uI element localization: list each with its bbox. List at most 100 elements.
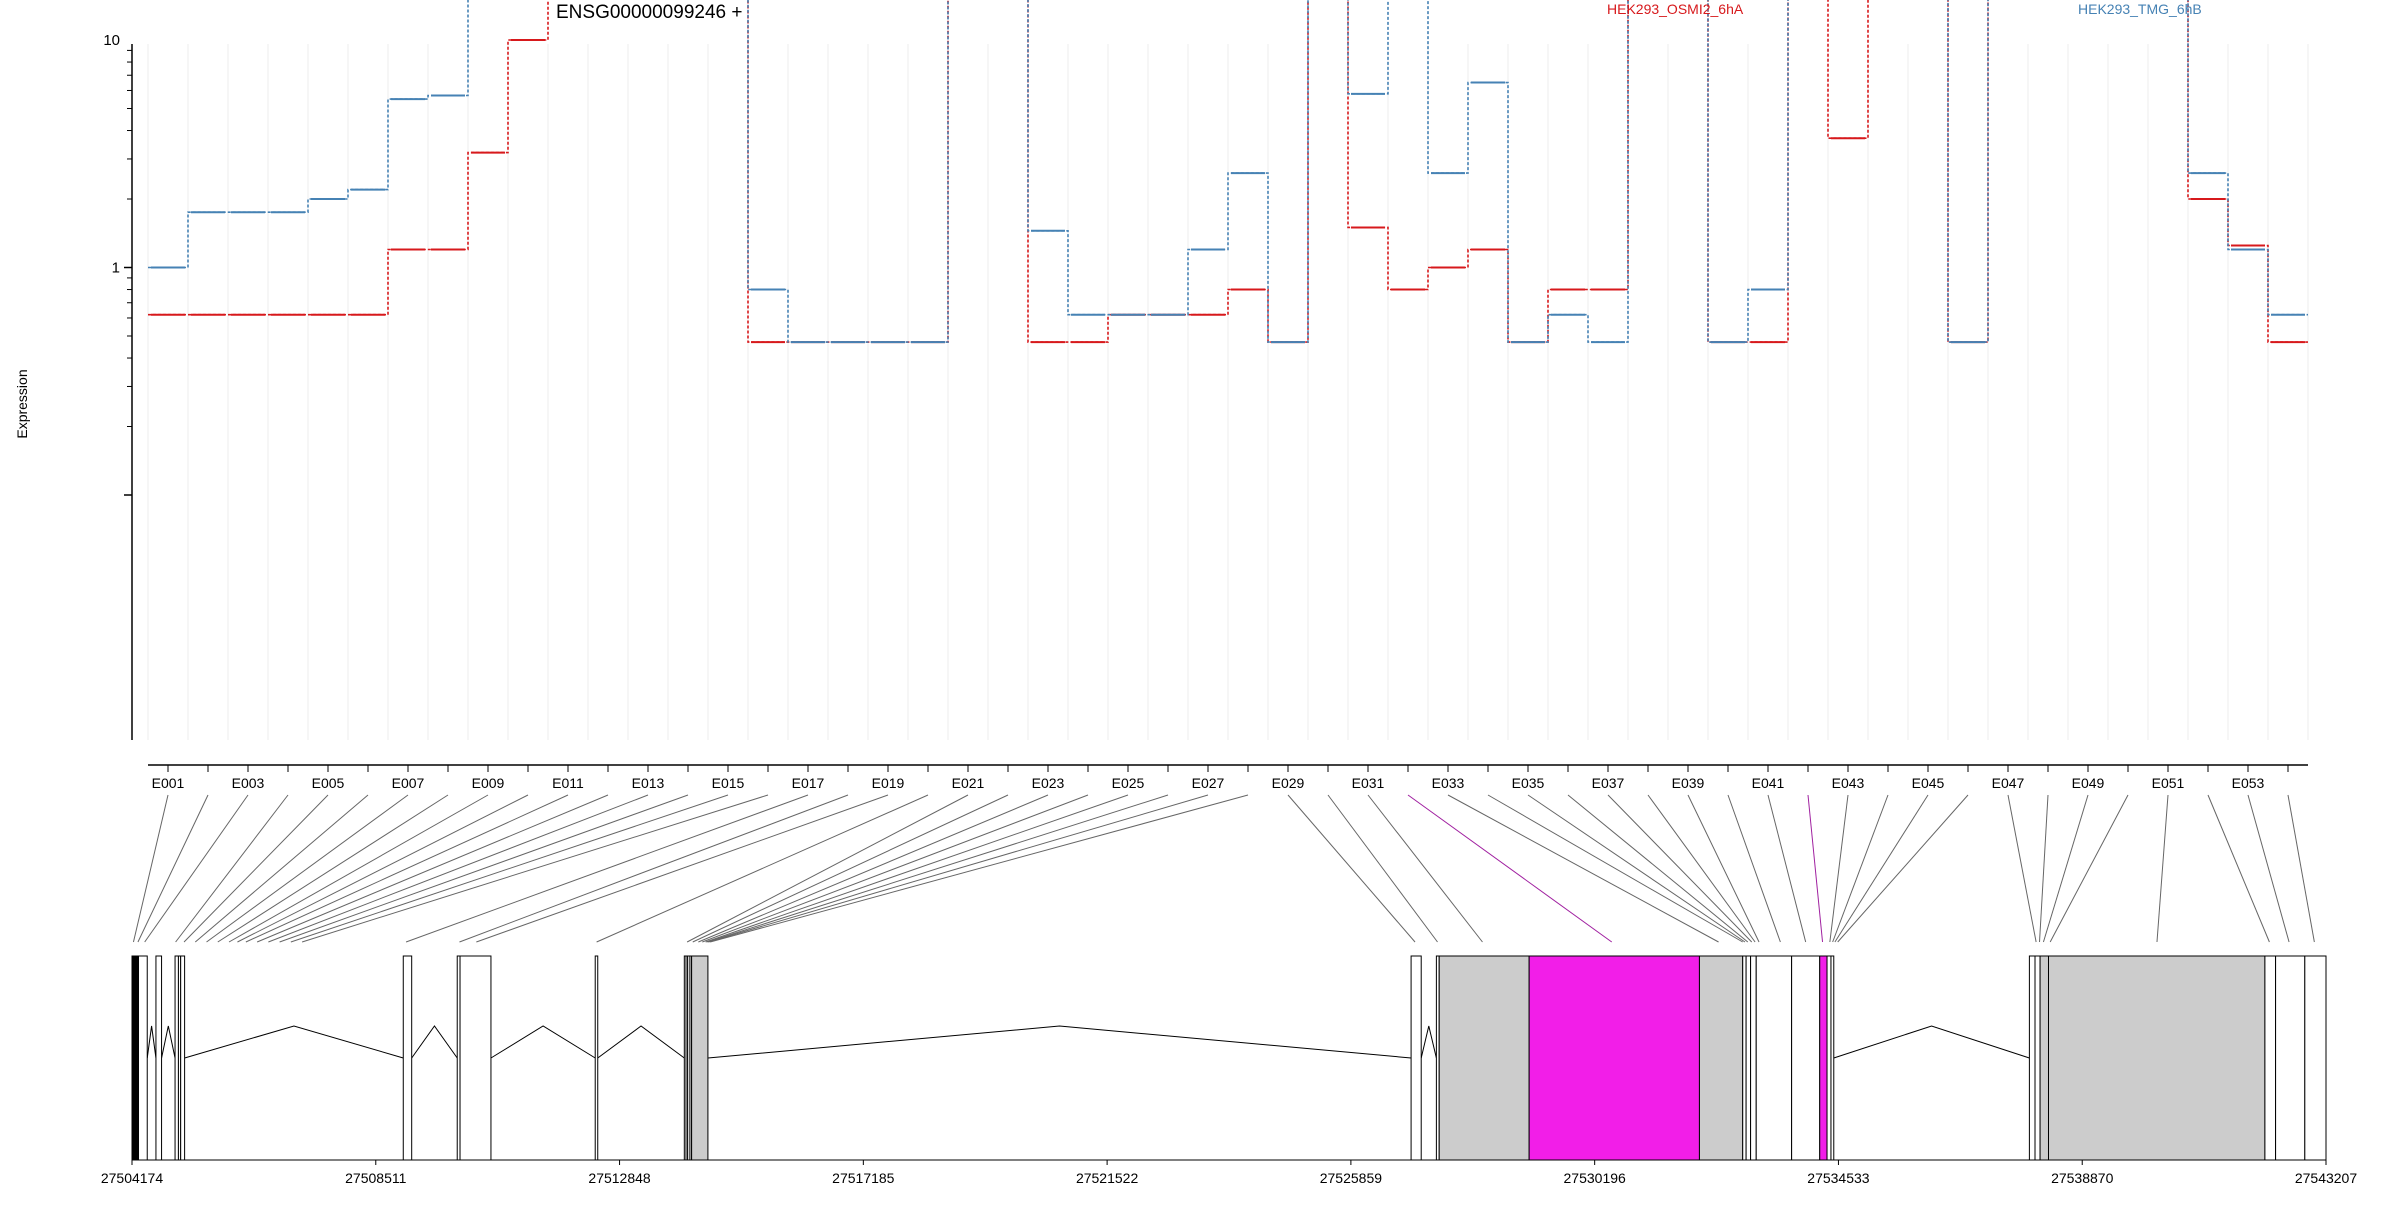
series-2 [148,0,2308,344]
exon-connector [708,794,1209,943]
exon-tick-label: E051 [2152,775,2185,791]
intron [1833,1025,2030,1059]
exon-tick-label: E053 [2232,775,2265,791]
intron [597,1025,685,1059]
exon-connector [237,794,529,943]
gene-model [131,955,2327,1161]
exon-block [1755,955,1793,1161]
exon-tick-label: E025 [1112,775,1145,791]
exon-connector [228,794,489,943]
exon-block [1410,955,1422,1161]
exon-connector [217,794,449,943]
exon-connector [2207,794,2270,943]
exon-connector [1487,794,1743,943]
legend-series-1: HEK293_OSMI2_6hA [1607,1,1744,17]
grid-layer [147,44,2309,740]
exon-connector [206,794,409,943]
y-axis-label: Expression [14,369,30,439]
exon-tick-label: E033 [1432,775,1465,791]
connector-layer [132,794,2315,943]
exon-tick-label: E043 [1832,775,1865,791]
exon-tick-label: E041 [1752,775,1785,791]
exon-connector [1567,794,1749,943]
axis-layer: 110100 [103,32,133,740]
exon-connector [183,794,329,943]
exon-block [1438,955,1530,1161]
exon-connector [1829,794,1849,943]
genomic-axis-layer: 27504174 27508511 27512848 27517185 27521522… [101,1159,2358,1186]
exon-connector [702,794,1089,943]
exon-tick-label: E017 [792,775,825,791]
exon-block [2264,955,2277,1161]
exon-block [174,955,179,1161]
exon-block [180,955,186,1161]
exon-connector [1327,794,1438,943]
intron [1420,1025,1437,1059]
chart-title: ENSG00000099246 + [556,2,743,23]
genomic-tick-label: 27508511 [345,1170,406,1186]
exon-tick-label: E011 [552,775,584,791]
exon-block [2275,955,2306,1161]
exon-connector [1834,794,1929,943]
exon-connector [692,794,1009,943]
exon-tick-label: E021 [952,775,985,791]
exon-connector [707,794,1169,943]
genomic-tick-label: 27517185 [832,1170,895,1186]
exon-connector [1687,794,1760,943]
intron [161,1025,176,1059]
exon-connector [2156,794,2169,943]
genomic-tick-label: 27538870 [2051,1170,2114,1186]
exon-connector [137,794,209,943]
exon-tick-label: E003 [232,775,265,791]
exon-connector [194,794,369,943]
exon-tick-label: E001 [152,775,185,791]
y-tick-label: 10 [103,32,120,49]
exon-block [2028,955,2036,1161]
intron [146,1025,157,1059]
exon-connector [1647,794,1756,943]
genomic-tick-label: 27530196 [1564,1170,1627,1186]
exon-connector [1767,794,1807,943]
exon-connector [476,794,889,943]
exon-block [1819,955,1828,1161]
exon-block [1791,955,1821,1161]
exon-connector [1807,794,1824,943]
exon-block [1826,955,1832,1161]
genomic-tick-label: 27543207 [2295,1170,2358,1186]
exon-block [594,955,599,1161]
exon-tick-label: E049 [2072,775,2105,791]
exon-tick-label: E013 [632,775,665,791]
genomic-tick-label: 27525859 [1320,1170,1383,1186]
exon-tick-label: E039 [1672,775,1705,791]
exon-connector [290,794,729,943]
exon-tick-label: E005 [312,775,345,791]
exon-tick-label: E047 [1992,775,2025,791]
exon-tick-label: E027 [1192,775,1225,791]
legend-series-2: HEK293_TMG_6hB [2078,1,2202,17]
exon-tick-label: E035 [1512,775,1545,791]
exon-connector [2039,794,2049,943]
genomic-tick-label: 27504174 [101,1170,164,1186]
exon-block [1830,955,1835,1161]
exon-tick-label: E007 [392,775,425,791]
intron [411,1025,458,1059]
exon-connector [1447,794,1719,943]
exon-tick-label: E031 [1352,775,1385,791]
exon-connector [268,794,649,943]
exon-connector [256,794,609,943]
exon-block [138,955,148,1161]
exon-connector [1527,794,1746,943]
exon-connector [698,794,1049,943]
exon-connector [596,794,929,943]
exon-connector [175,794,289,943]
exon-tick-label: E029 [1272,775,1305,791]
genomic-tick-label: 27534533 [1807,1170,1870,1186]
exon-tick-label: E037 [1592,775,1625,791]
exon-tick-label: E045 [1912,775,1945,791]
exon-axis-layer: E001 E003 E005 E007 E009 E011 E013 E015 E017 E019… [148,764,2308,791]
exon-connector [245,794,569,943]
exon-block [691,955,709,1161]
exon-connector [710,794,1249,943]
exon-connector [2007,794,2037,943]
